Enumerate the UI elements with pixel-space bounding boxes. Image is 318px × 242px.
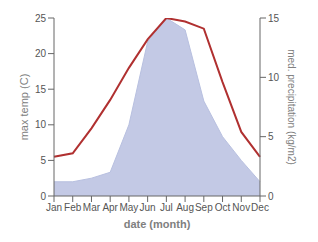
svg-text:Sep: Sep — [195, 202, 213, 213]
svg-text:0: 0 — [40, 191, 46, 202]
svg-text:15: 15 — [268, 13, 280, 24]
svg-text:5: 5 — [40, 155, 46, 166]
svg-text:0: 0 — [268, 191, 274, 202]
svg-text:date (month): date (month) — [124, 218, 191, 230]
svg-text:Apr: Apr — [102, 202, 118, 213]
svg-text:med. precipitation (kg/m2): med. precipitation (kg/m2) — [286, 49, 297, 165]
svg-text:Aug: Aug — [176, 202, 194, 213]
svg-text:5: 5 — [268, 131, 274, 142]
svg-text:10: 10 — [35, 119, 47, 130]
svg-text:10: 10 — [268, 72, 280, 83]
svg-text:Feb: Feb — [64, 202, 82, 213]
svg-text:20: 20 — [35, 48, 47, 59]
svg-text:Jun: Jun — [140, 202, 156, 213]
svg-text:Dec: Dec — [251, 202, 269, 213]
svg-text:May: May — [119, 202, 138, 213]
svg-text:Nov: Nov — [232, 202, 250, 213]
svg-text:15: 15 — [35, 84, 47, 95]
svg-text:Oct: Oct — [215, 202, 231, 213]
svg-text:Jul: Jul — [160, 202, 173, 213]
svg-text:25: 25 — [35, 13, 47, 24]
svg-text:max temp (C): max temp (C) — [18, 74, 30, 141]
svg-text:Mar: Mar — [83, 202, 101, 213]
svg-text:Jan: Jan — [46, 202, 62, 213]
